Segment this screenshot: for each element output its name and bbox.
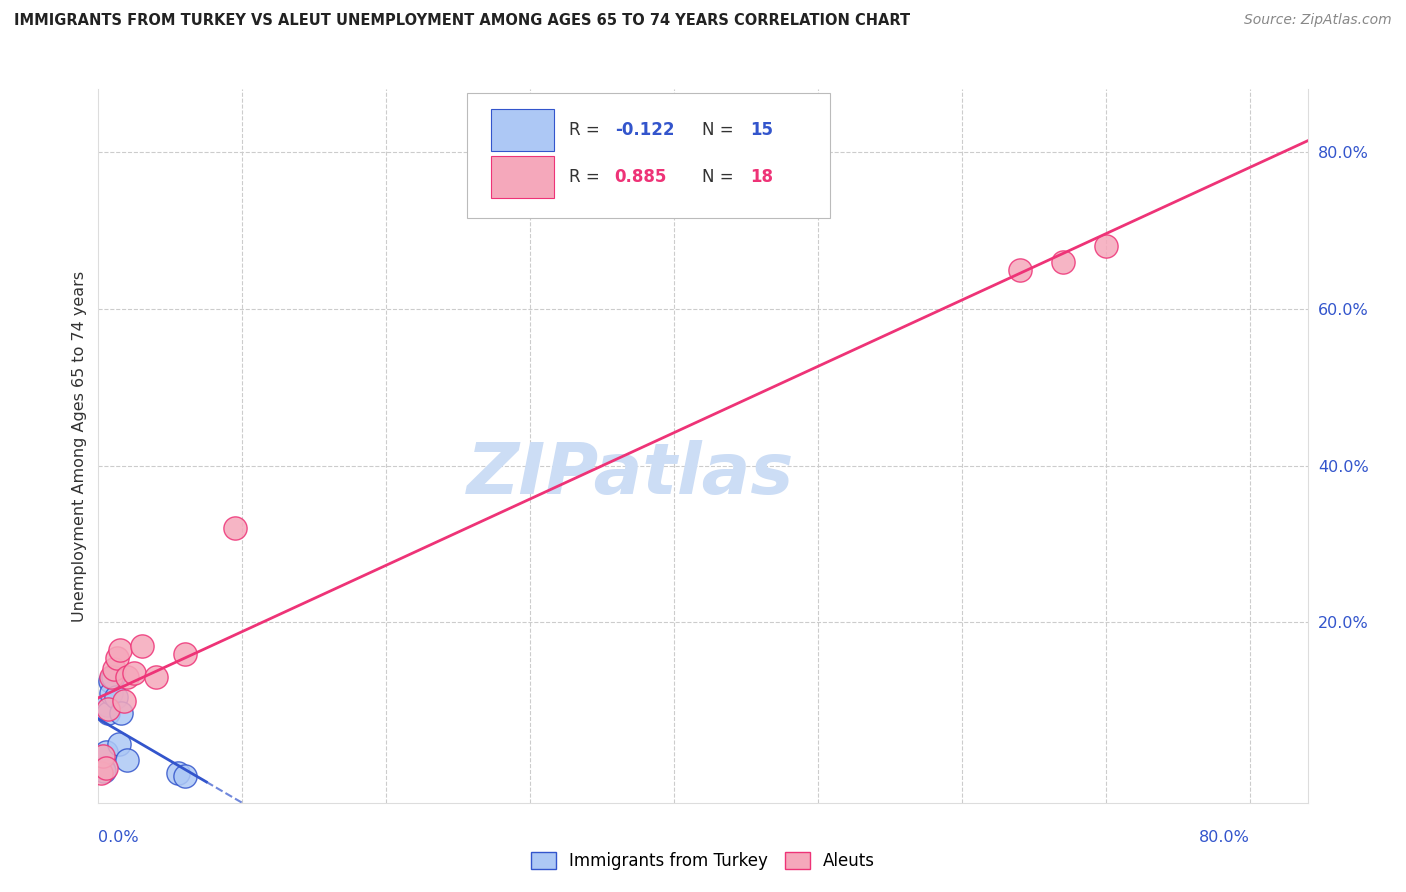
Point — [100, 670, 122, 684]
Text: R =: R = — [569, 168, 605, 186]
Point — [112, 694, 135, 708]
Point — [101, 670, 124, 684]
Point — [115, 670, 138, 684]
Text: 0.885: 0.885 — [614, 168, 666, 186]
Text: Source: ZipAtlas.com: Source: ZipAtlas.com — [1244, 13, 1392, 28]
Point — [173, 647, 195, 661]
Text: -0.122: -0.122 — [614, 121, 675, 139]
Point — [166, 766, 188, 780]
Point — [115, 753, 138, 767]
Point — [110, 706, 132, 720]
Text: ZIPatlas: ZIPatlas — [467, 440, 794, 509]
Point — [98, 674, 121, 689]
Text: IMMIGRANTS FROM TURKEY VS ALEUT UNEMPLOYMENT AMONG AGES 65 TO 74 YEARS CORRELATI: IMMIGRANTS FROM TURKEY VS ALEUT UNEMPLOY… — [14, 13, 910, 29]
Text: 18: 18 — [751, 168, 773, 186]
Point — [91, 760, 114, 774]
Text: 0.0%: 0.0% — [98, 830, 139, 846]
Point — [1095, 239, 1118, 253]
Text: 80.0%: 80.0% — [1199, 830, 1250, 846]
Y-axis label: Unemployment Among Ages 65 to 74 years: Unemployment Among Ages 65 to 74 years — [72, 270, 87, 622]
Point — [96, 698, 118, 712]
Point — [131, 639, 153, 653]
Point — [224, 521, 246, 535]
Point — [1052, 254, 1074, 268]
Point — [100, 686, 122, 700]
Text: N =: N = — [702, 121, 738, 139]
FancyBboxPatch shape — [467, 93, 830, 218]
Point — [105, 650, 128, 665]
Point — [97, 702, 120, 716]
Point — [107, 737, 129, 751]
Point — [94, 745, 117, 759]
Point — [145, 670, 167, 684]
Text: N =: N = — [702, 168, 738, 186]
Point — [93, 764, 115, 779]
Point — [1008, 262, 1031, 277]
Point — [104, 690, 127, 704]
Legend: Immigrants from Turkey, Aleuts: Immigrants from Turkey, Aleuts — [524, 845, 882, 877]
Point — [91, 748, 114, 763]
Point — [124, 666, 146, 681]
Point — [90, 748, 112, 763]
Point — [108, 643, 131, 657]
Text: R =: R = — [569, 121, 605, 139]
Point — [97, 706, 120, 720]
Point — [173, 769, 195, 783]
Text: 15: 15 — [751, 121, 773, 139]
Point — [90, 766, 112, 780]
FancyBboxPatch shape — [492, 156, 554, 198]
Point — [94, 760, 117, 774]
Point — [103, 663, 125, 677]
FancyBboxPatch shape — [492, 109, 554, 151]
